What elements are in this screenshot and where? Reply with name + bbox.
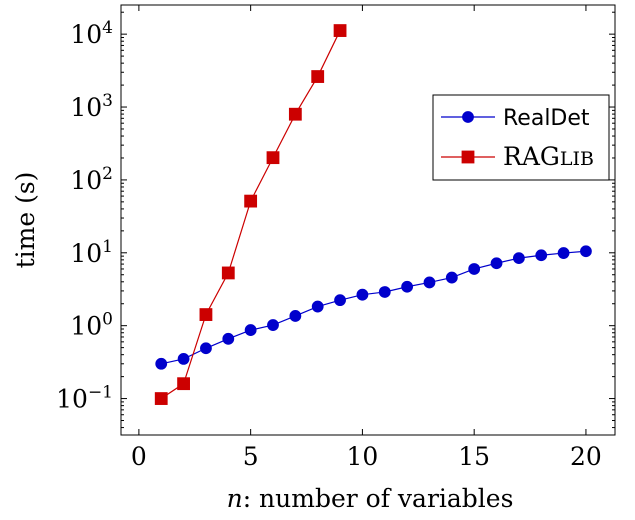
legend: RealDet RAGLIB	[432, 94, 610, 181]
y-tick-label: 10−1	[56, 383, 113, 414]
legend-box	[432, 94, 610, 181]
legend-entry-raglib: RAGLIB	[441, 142, 594, 171]
data-point	[311, 70, 325, 83]
y-tick-label: 103	[70, 91, 113, 122]
series-line	[160, 30, 341, 400]
data-point	[199, 308, 213, 321]
data-point	[200, 342, 212, 355]
axes-frame	[120, 4, 616, 436]
data-point	[535, 249, 548, 262]
data-point	[177, 353, 190, 365]
legend-label: RealDet	[503, 106, 590, 131]
axes: 0 5 10 15 20 10−1 100 101 102 103 104 n: number of …	[11, 4, 616, 513]
data-point	[356, 288, 369, 301]
data-point	[221, 266, 235, 280]
data-point	[445, 271, 458, 284]
legend-marker	[461, 150, 475, 164]
y-tick-label: 102	[70, 164, 113, 195]
y-axis-label: time (s)	[11, 172, 40, 269]
x-tick-label: 5	[243, 442, 259, 471]
y-tick-label: 101	[70, 237, 113, 268]
data-point	[333, 24, 347, 37]
y-tick-label: 100	[70, 310, 113, 341]
data-point	[311, 300, 324, 313]
x-tick-label: 10	[347, 442, 379, 471]
legend-entry-realdet: RealDet	[441, 106, 590, 131]
data-point	[334, 294, 346, 307]
y-tick-label: 104	[70, 18, 113, 49]
data-point	[580, 245, 592, 258]
x-tick-label: 0	[131, 442, 147, 471]
legend-label: RAGLIB	[503, 142, 594, 171]
data-point	[155, 357, 168, 370]
legend-marker	[462, 111, 474, 123]
data-point	[557, 247, 570, 259]
data-point	[490, 257, 503, 270]
data-point	[154, 392, 168, 405]
x-tick-label: 20	[570, 442, 602, 471]
x-tick-label: 15	[458, 442, 490, 471]
series-realdet	[155, 245, 592, 370]
data-point	[289, 310, 302, 322]
data-point	[244, 194, 258, 208]
series-raglib	[154, 24, 347, 405]
data-point	[288, 107, 302, 121]
data-point	[468, 263, 481, 275]
data-point	[401, 280, 414, 293]
data-point	[222, 332, 235, 345]
data-point	[177, 377, 190, 391]
data-point	[512, 252, 525, 265]
data-point	[267, 319, 279, 331]
data-point	[378, 286, 391, 298]
data-point	[244, 324, 257, 336]
data-point	[423, 276, 436, 289]
plot-area	[154, 24, 592, 405]
x-axis-label: n: number of variables	[227, 484, 514, 513]
data-point	[266, 151, 280, 165]
